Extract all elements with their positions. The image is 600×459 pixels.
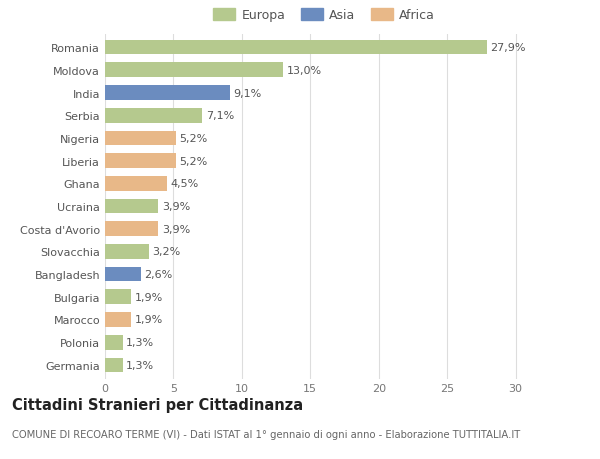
Bar (105, 313, 131, 327)
Bar (105, 86, 230, 101)
Text: 13,0%: 13,0% (286, 66, 322, 76)
Bar (105, 109, 202, 123)
Bar (105, 177, 167, 191)
Bar (105, 222, 158, 236)
Text: 5,2%: 5,2% (179, 156, 208, 166)
Bar (105, 41, 487, 56)
Bar (105, 335, 123, 350)
Text: 7,1%: 7,1% (206, 111, 234, 121)
Bar (105, 199, 158, 214)
Text: 9,1%: 9,1% (233, 88, 261, 98)
Text: 1,9%: 1,9% (134, 315, 163, 325)
Text: 27,9%: 27,9% (490, 43, 526, 53)
Legend: Europa, Asia, Africa: Europa, Asia, Africa (211, 6, 437, 24)
Text: 1,3%: 1,3% (126, 337, 154, 347)
Bar (105, 131, 176, 146)
Text: 2,6%: 2,6% (144, 269, 172, 280)
Bar (105, 245, 149, 259)
Text: COMUNE DI RECOARO TERME (VI) - Dati ISTAT al 1° gennaio di ogni anno - Elaborazi: COMUNE DI RECOARO TERME (VI) - Dati ISTA… (12, 429, 520, 439)
Text: 3,2%: 3,2% (152, 247, 181, 257)
Text: Cittadini Stranieri per Cittadinanza: Cittadini Stranieri per Cittadinanza (12, 397, 303, 412)
Bar (105, 358, 123, 372)
Bar (105, 267, 140, 282)
Text: 3,9%: 3,9% (162, 224, 190, 234)
Text: 3,9%: 3,9% (162, 202, 190, 212)
Text: 5,2%: 5,2% (179, 134, 208, 144)
Bar (105, 154, 176, 168)
Bar (105, 290, 131, 304)
Text: 1,9%: 1,9% (134, 292, 163, 302)
Bar (105, 63, 283, 78)
Text: 1,3%: 1,3% (126, 360, 154, 370)
Text: 4,5%: 4,5% (170, 179, 198, 189)
